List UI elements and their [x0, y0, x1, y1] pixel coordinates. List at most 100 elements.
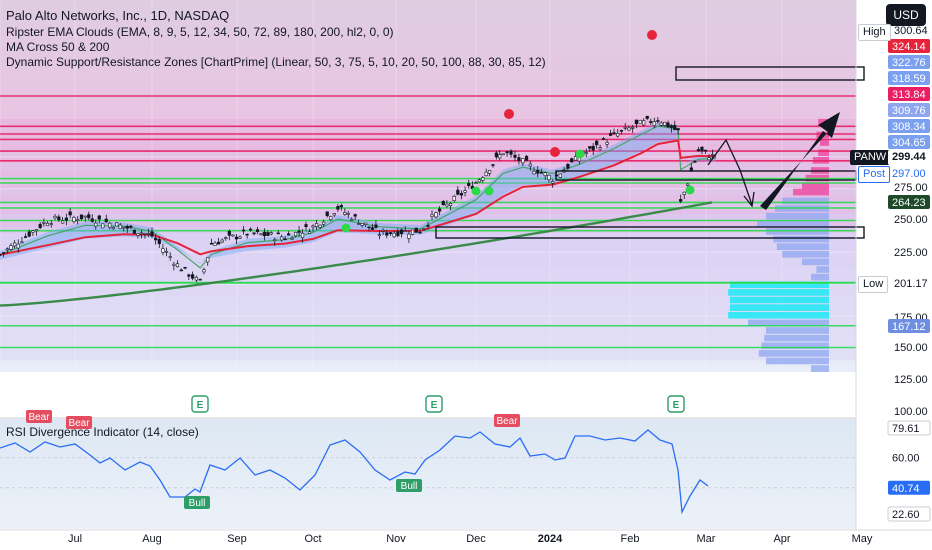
candle-body — [115, 222, 119, 227]
candle-body — [76, 219, 80, 221]
candle-body — [16, 243, 20, 249]
rsi-pane-bg — [0, 419, 856, 529]
price-axis: 275.00250.00225.00175.00150.00125.00100.… — [887, 39, 931, 522]
candle-body — [34, 229, 39, 232]
zone-stripe — [0, 296, 856, 304]
candle-body — [304, 224, 308, 228]
candle-body — [213, 242, 217, 246]
candle-body — [374, 224, 378, 228]
sr-levels — [0, 95, 856, 349]
volume-profile-bar — [730, 281, 829, 289]
candle-body — [463, 190, 467, 193]
candle-body — [314, 223, 319, 227]
candle-body — [445, 203, 449, 207]
time-tick-label: Dec — [466, 533, 486, 545]
candle-body — [209, 242, 214, 245]
candle-body — [287, 233, 291, 236]
candle-body — [467, 183, 471, 186]
annotated-zone-box — [435, 226, 865, 239]
candle-body — [642, 120, 646, 126]
symbol-badge: PANW — [850, 150, 891, 165]
volume-profile-bar — [728, 289, 829, 296]
rsi-title[interactable]: RSI Divergence Indicator (14, close) — [6, 425, 199, 439]
annotated-zone-box — [675, 66, 865, 81]
volume-profile-bar — [766, 357, 829, 365]
signal-dot-bull — [341, 223, 351, 233]
currency-button[interactable]: USD — [886, 4, 926, 26]
candle-body — [459, 193, 464, 196]
candle-body — [57, 216, 61, 221]
candle-body — [612, 132, 616, 134]
zone-stripe — [0, 150, 856, 157]
candle-body — [619, 129, 624, 132]
candle-body — [49, 223, 53, 225]
candle-body — [422, 228, 426, 230]
candle-body — [700, 146, 704, 152]
indicator-ema-clouds[interactable]: Ripster EMA Clouds (EMA, 8, 9, 5, 12, 34… — [6, 25, 394, 39]
candle-body — [332, 213, 336, 216]
zone-label: 167.12 — [892, 321, 926, 333]
candle-body — [521, 158, 525, 164]
candle-body — [448, 203, 453, 206]
candle-body — [666, 122, 670, 128]
rsi-signal-box — [494, 414, 520, 427]
candle-body — [381, 229, 385, 232]
time-tick-label: Apr — [773, 533, 790, 545]
candle-body — [498, 154, 502, 159]
candle-body — [231, 234, 235, 237]
candle-body — [0, 254, 2, 256]
candle-body — [68, 211, 72, 216]
candle-body — [627, 127, 631, 131]
candle-body — [132, 229, 136, 234]
earnings-marker-label: E — [197, 400, 204, 411]
candle-body — [269, 232, 273, 235]
low-label: Low — [858, 276, 889, 293]
zone-label: 318.59 — [892, 73, 926, 85]
candle-body — [187, 274, 191, 277]
candle-body — [238, 236, 242, 239]
candle-body — [703, 149, 708, 152]
candle-body — [53, 215, 57, 219]
zone-stripe — [0, 309, 856, 316]
candle-body — [136, 233, 140, 236]
candle-body — [245, 233, 249, 236]
candle-body — [426, 225, 430, 227]
candle-body — [403, 230, 407, 232]
candle-body — [206, 257, 210, 263]
indicator-ma-cross[interactable]: MA Cross 50 & 200 — [6, 40, 110, 54]
candle-body — [146, 233, 151, 235]
candle-body — [696, 149, 700, 152]
price-tick-label: 125.00 — [894, 374, 928, 386]
zone-stripe — [0, 341, 856, 348]
candle-body — [385, 232, 389, 236]
candle-body — [9, 245, 13, 250]
candle-body — [101, 223, 105, 229]
signal-dot-bull — [575, 149, 585, 159]
zone-label: 297.00 — [892, 168, 926, 180]
candle-body — [20, 241, 24, 244]
candle-body — [591, 145, 595, 151]
volume-profile-bar — [766, 212, 829, 220]
candle-body — [669, 125, 673, 128]
candle-body — [241, 229, 246, 232]
candle-body — [72, 217, 76, 222]
indicator-sr-zones[interactable]: Dynamic Support/Resistance Zones [ChartP… — [6, 55, 546, 69]
candle-body — [2, 252, 6, 254]
volume-profile-bar — [811, 273, 829, 281]
candle-body — [434, 212, 438, 218]
volume-profile-bar — [776, 243, 829, 250]
zone-stripe — [0, 239, 856, 246]
volume-profile-bar — [811, 365, 829, 372]
rsi-line — [0, 429, 709, 515]
candle-body — [595, 140, 599, 146]
candle-body — [377, 234, 382, 237]
post-badge: Post — [858, 166, 891, 183]
time-tick-label: Feb — [621, 533, 640, 545]
volume-profile-bar — [793, 188, 829, 196]
signal-dot-bull — [685, 185, 695, 195]
candle-body — [682, 191, 686, 195]
candle-body — [360, 223, 364, 226]
candle-body — [42, 222, 46, 224]
low-value: 201.17 — [894, 278, 928, 290]
